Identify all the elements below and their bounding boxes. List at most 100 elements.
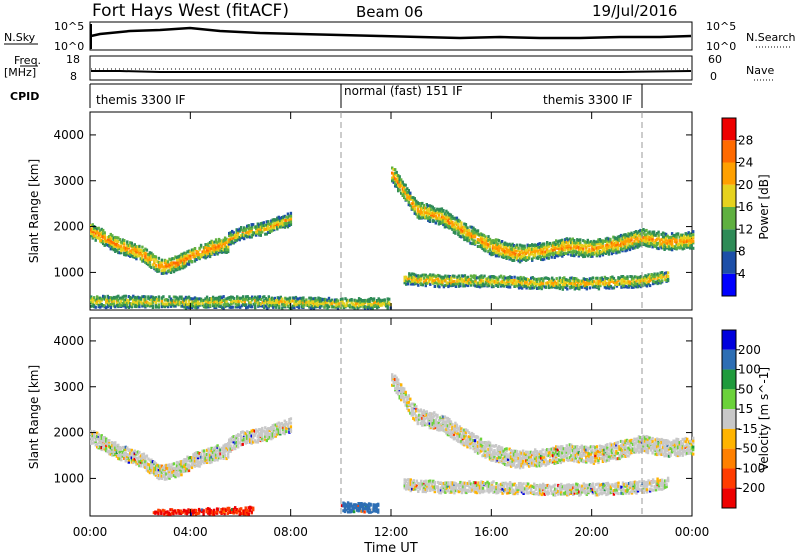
- echo-cell: [377, 302, 380, 306]
- echo-cell: [269, 297, 272, 301]
- echo-cell: [601, 239, 605, 243]
- echo-cell: [442, 419, 445, 422]
- echo-cell: [591, 254, 594, 258]
- echo-cell: [446, 211, 450, 215]
- echo-cell: [217, 302, 221, 306]
- echo-cell: [150, 468, 153, 472]
- echo-cell: [607, 244, 611, 248]
- echo-cell: [445, 217, 448, 220]
- echo-cell: [499, 280, 503, 284]
- echo-cell: [457, 231, 460, 235]
- echo-cell: [362, 304, 365, 308]
- echo-cell: [372, 299, 376, 302]
- echo-cell: [281, 302, 284, 306]
- echo-cell: [424, 410, 427, 414]
- echo-cell: [561, 238, 564, 242]
- echo-cell: [630, 245, 633, 249]
- echo-cell: [196, 297, 200, 301]
- echo-cell: [216, 444, 219, 448]
- echo-cell: [560, 281, 563, 284]
- echo-cell: [264, 437, 267, 441]
- echo-cell: [418, 202, 421, 206]
- echo-cell: [630, 233, 633, 237]
- echo-cell: [156, 269, 159, 273]
- echo-cell: [416, 417, 419, 421]
- echo-cell: [455, 216, 459, 220]
- echo-cell: [686, 236, 689, 240]
- echo-cell: [195, 297, 198, 301]
- echo-cell: [154, 255, 158, 259]
- echo-cell: [108, 443, 111, 447]
- echo-cell: [213, 297, 216, 301]
- echo-cell: [506, 248, 510, 252]
- echo-cell: [457, 223, 460, 226]
- echo-cell: [405, 279, 408, 283]
- echo-cell: [645, 240, 648, 244]
- echo-cell: [132, 249, 135, 253]
- echo-cell: [423, 280, 426, 284]
- echo-cell: [184, 469, 188, 473]
- echo-cell: [147, 295, 150, 299]
- echo-cell: [488, 237, 492, 241]
- echo-cell: [597, 253, 600, 257]
- echo-cell: [612, 242, 615, 246]
- echo-cell: [283, 218, 286, 222]
- echo-cell: [285, 421, 288, 424]
- echo-cell: [242, 295, 245, 299]
- echo-cell: [522, 276, 525, 280]
- echo-cell: [463, 235, 466, 239]
- echo-cell: [192, 453, 195, 457]
- echo-cell: [270, 296, 273, 300]
- echo-cell: [592, 252, 596, 255]
- power-colorbar-cell: [722, 229, 736, 252]
- echo-cell: [171, 267, 174, 271]
- echo-cell: [419, 408, 422, 412]
- echo-cell: [150, 465, 153, 469]
- echo-cell: [406, 196, 409, 200]
- echo-cell: [502, 244, 505, 248]
- echo-cell: [102, 447, 105, 450]
- echo-cell: [507, 282, 510, 286]
- echo-cell: [258, 225, 261, 229]
- echo-cell: [412, 282, 415, 286]
- echo-cell: [457, 437, 460, 440]
- echo-cell: [118, 446, 121, 449]
- echo-cell: [120, 452, 123, 456]
- echo-cell: [136, 460, 140, 464]
- echo-cell: [579, 243, 582, 247]
- echo-cell: [595, 251, 599, 255]
- echo-cell: [404, 183, 407, 187]
- echo-cell: [472, 276, 476, 280]
- echo-cell: [302, 305, 305, 309]
- echo-cell: [680, 233, 683, 237]
- echo-cell: [241, 438, 244, 442]
- echo-cell: [499, 243, 502, 247]
- echo-cell: [190, 260, 194, 263]
- echo-cell: [400, 390, 403, 394]
- echo-cell: [465, 278, 468, 281]
- echo-cell: [147, 469, 150, 473]
- echo-cell: [675, 232, 678, 236]
- echo-cell: [192, 252, 195, 255]
- echo-cell: [238, 433, 241, 437]
- echo-cell: [198, 253, 201, 257]
- echo-cell: [439, 222, 442, 225]
- echo-cell: [210, 458, 213, 462]
- echo-cell: [683, 240, 686, 244]
- echo-cell: [477, 276, 480, 280]
- echo-cell: [106, 235, 109, 239]
- echo-cell: [622, 236, 626, 239]
- echo-cell: [96, 445, 99, 449]
- echo-cell: [175, 261, 179, 265]
- echo-cell: [411, 279, 414, 283]
- echo-cell: [614, 279, 617, 283]
- echo-cell: [558, 276, 561, 280]
- echo-cell: [127, 299, 130, 303]
- echo-cell: [555, 239, 558, 243]
- echo-cell: [585, 278, 588, 282]
- echo-cell: [582, 255, 585, 259]
- echo-cell: [109, 235, 112, 239]
- echo-cell: [108, 301, 111, 305]
- echo-cell: [455, 221, 459, 224]
- echo-cell: [414, 278, 417, 282]
